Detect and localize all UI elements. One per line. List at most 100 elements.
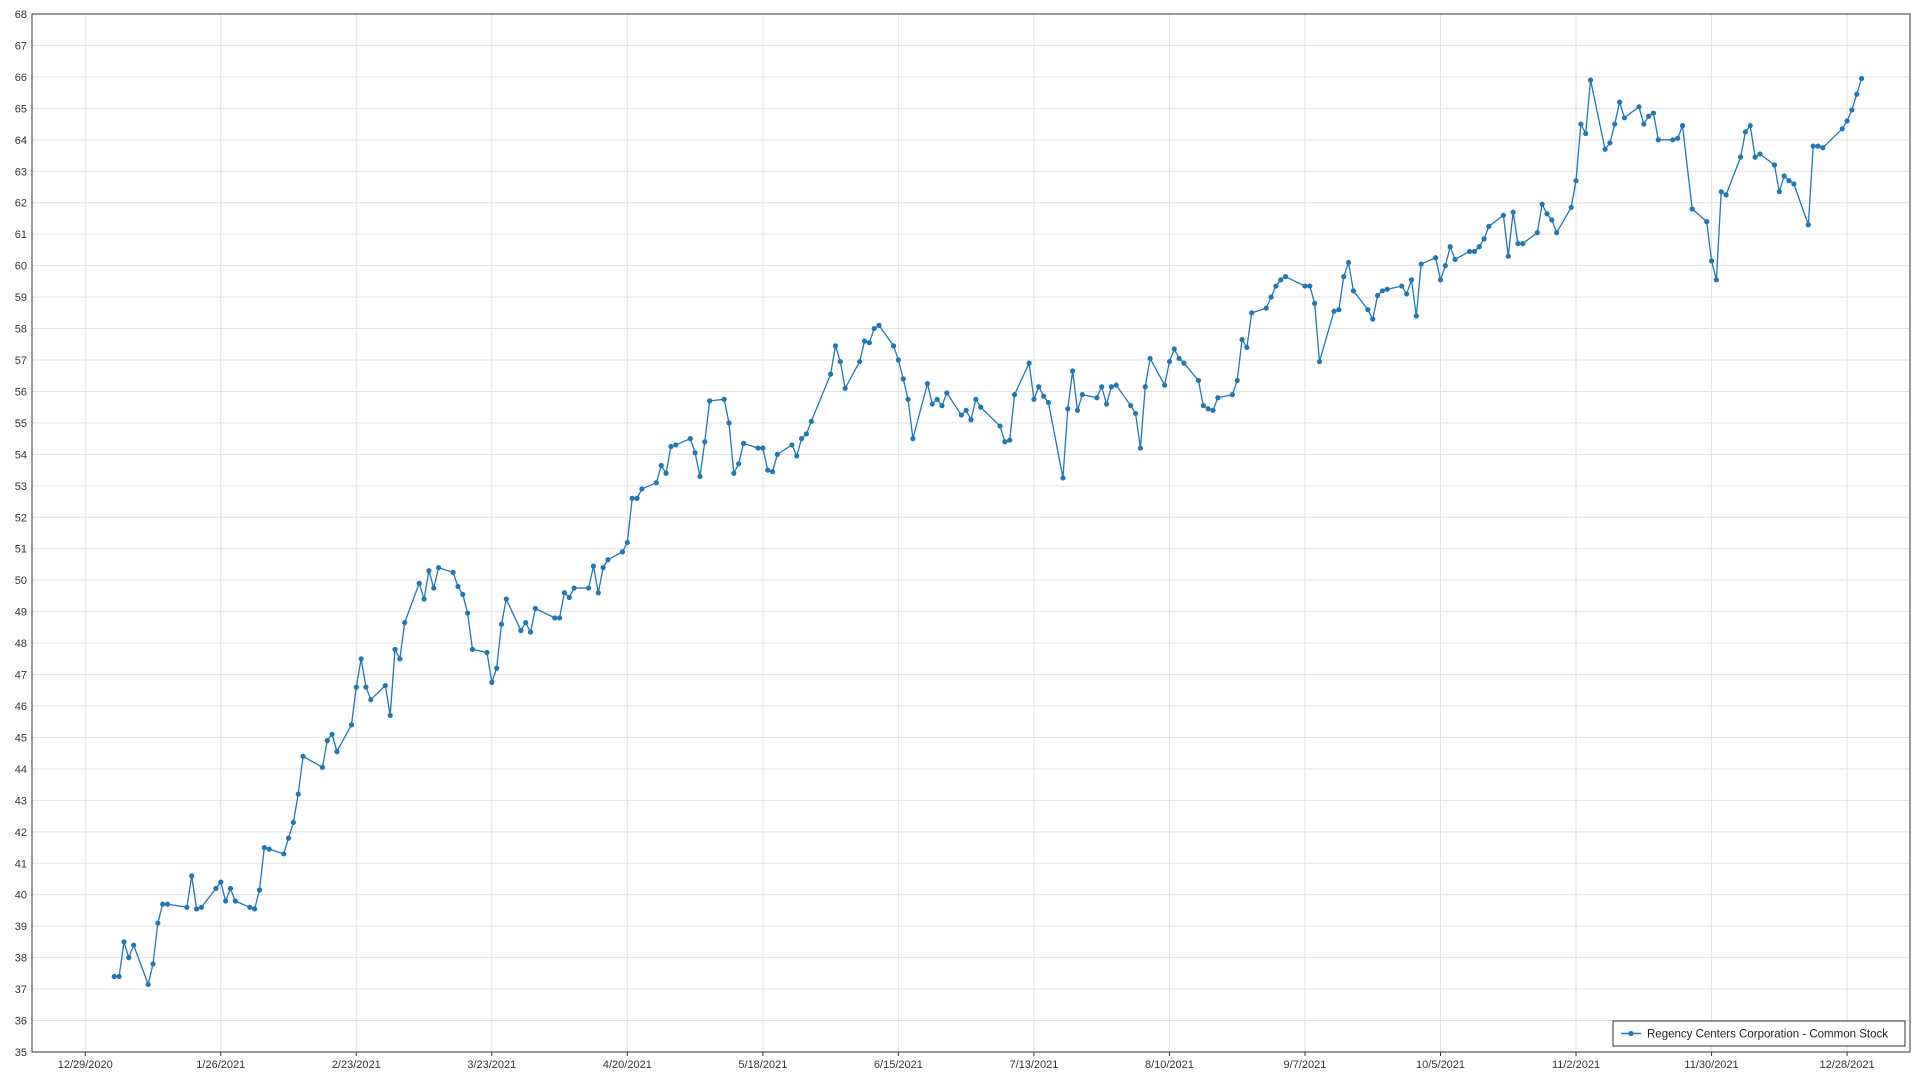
data-point [958,412,964,418]
data-point [1229,392,1235,398]
data-point [1404,291,1410,297]
data-point [1466,248,1473,255]
data-point [1195,377,1202,384]
data-point [1205,406,1211,412]
x-tick-label: 10/5/2021 [1416,1059,1465,1071]
data-point [740,440,747,446]
data-point [1002,439,1008,445]
data-point [973,396,979,402]
data-point [392,646,398,652]
data-point [590,563,597,569]
data-point [697,473,703,479]
data-point [300,753,306,759]
data-point [1128,403,1134,409]
data-point [1641,121,1647,127]
y-tick-label: 47 [15,670,27,682]
data-point [871,325,877,332]
data-point [1379,288,1386,294]
y-tick-label: 45 [15,732,27,744]
data-point [794,453,800,459]
data-point [266,846,272,852]
data-point [968,417,974,423]
y-tick-label: 43 [15,795,27,807]
y-tick-label: 60 [15,261,27,273]
data-point [963,407,969,413]
data-point [1079,392,1085,398]
data-point [803,431,810,437]
data-point [213,885,219,892]
data-point [1374,292,1381,299]
data-point [924,380,931,387]
data-point [1616,99,1623,105]
x-tick-label: 12/29/2020 [58,1059,113,1071]
data-point [1500,212,1507,218]
data-point [465,610,471,616]
data-point [1675,135,1681,141]
data-point [1810,143,1816,149]
data-point [1505,253,1511,259]
data-point [523,620,529,626]
data-point [247,904,253,910]
data-point [1679,123,1686,129]
data-point [455,583,461,590]
data-point [402,620,408,626]
data-point [1854,91,1860,97]
data-point [561,590,568,596]
data-point [1341,274,1347,280]
y-tick-label: 35 [15,1047,27,1059]
data-point [1655,137,1661,143]
data-point [605,557,611,563]
data-point [1215,395,1221,401]
data-point [387,712,393,719]
data-point [1452,256,1458,262]
data-point [1365,307,1371,313]
data-point [900,376,906,382]
data-point [556,615,563,621]
x-tick-label: 3/23/2021 [467,1059,516,1071]
data-point [1723,192,1729,198]
x-tick-label: 11/2/2021 [1552,1059,1600,1071]
data-point [1554,230,1560,236]
data-point [837,358,843,365]
y-tick-label: 64 [15,135,27,147]
data-point [232,898,238,904]
data-point [1007,437,1013,443]
x-axis: 12/29/2020 1/26/2021 2/23/2021 3/23/2021 4/2… [58,1052,1875,1071]
data-point [1602,146,1608,152]
data-point [895,357,902,363]
data-point [1781,173,1787,179]
data-point [184,904,190,910]
data-point [769,469,776,475]
data-point [469,646,476,652]
y-tick-label: 52 [15,512,27,524]
x-tick-label: 1/26/2021 [196,1059,245,1071]
data-point [527,629,534,635]
data-point [1176,355,1182,362]
y-tick-label: 51 [15,544,27,556]
data-point [658,462,664,468]
data-point [939,403,945,409]
data-point [765,467,771,473]
data-point [358,656,364,662]
data-point [687,436,693,442]
data-point [692,450,698,456]
data-point [421,596,427,602]
data-point [1447,244,1453,250]
data-point [1771,162,1778,168]
data-point [910,436,916,442]
data-point [290,819,296,825]
y-tick-label: 39 [15,921,27,933]
data-point [624,539,630,546]
data-point [1094,395,1100,401]
data-point [1418,261,1424,267]
data-point [619,549,626,555]
data-point [1399,283,1405,289]
data-point [721,396,727,402]
data-point [876,322,882,328]
x-tick-label: 6/15/2021 [874,1059,923,1071]
y-tick-label: 36 [15,1016,27,1028]
data-point [1302,283,1308,289]
data-point [1307,283,1313,289]
data-point [1544,211,1550,217]
data-point [1646,113,1652,119]
